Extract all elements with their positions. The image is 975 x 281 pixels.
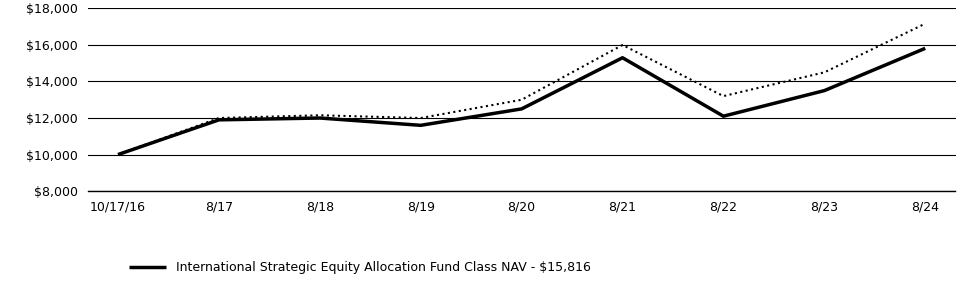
Line: MSCI ACWI ex USA Index - $17,168: MSCI ACWI ex USA Index - $17,168: [118, 24, 925, 155]
International Strategic Equity Allocation Fund Class NAV - $15,816: [919, 47, 931, 50]
MSCI ACWI ex USA Index - $17,168: [516, 98, 527, 101]
International Strategic Equity Allocation Fund Class NAV - $15,816: [616, 56, 628, 59]
International Strategic Equity Allocation Fund Class NAV - $15,816: [516, 107, 527, 110]
Line: International Strategic Equity Allocation Fund Class NAV - $15,816: International Strategic Equity Allocatio…: [118, 48, 925, 155]
MSCI ACWI ex USA Index - $17,168: [112, 153, 124, 156]
MSCI ACWI ex USA Index - $17,168: [415, 116, 427, 120]
International Strategic Equity Allocation Fund Class NAV - $15,816: [314, 116, 326, 120]
MSCI ACWI ex USA Index - $17,168: [616, 43, 628, 47]
International Strategic Equity Allocation Fund Class NAV - $15,816: [415, 124, 427, 127]
MSCI ACWI ex USA Index - $17,168: [314, 114, 326, 117]
International Strategic Equity Allocation Fund Class NAV - $15,816: [718, 115, 729, 118]
MSCI ACWI ex USA Index - $17,168: [818, 71, 830, 74]
International Strategic Equity Allocation Fund Class NAV - $15,816: [818, 89, 830, 92]
International Strategic Equity Allocation Fund Class NAV - $15,816: [112, 153, 124, 156]
International Strategic Equity Allocation Fund Class NAV - $15,816: [214, 118, 225, 121]
MSCI ACWI ex USA Index - $17,168: [214, 116, 225, 120]
Legend: International Strategic Equity Allocation Fund Class NAV - $15,816, MSCI ACWI ex: International Strategic Equity Allocatio…: [129, 261, 591, 281]
MSCI ACWI ex USA Index - $17,168: [718, 94, 729, 98]
MSCI ACWI ex USA Index - $17,168: [919, 22, 931, 25]
